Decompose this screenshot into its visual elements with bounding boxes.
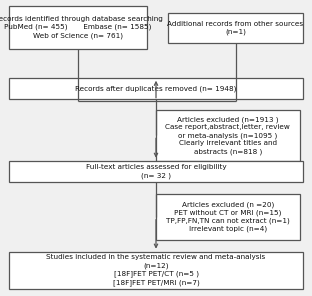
Bar — [156, 110, 300, 161]
Bar — [156, 194, 300, 240]
Text: Articles excluded (n =20)
PET without CT or MRI (n=15)
TP,FP,FN,TN can not extra: Articles excluded (n =20) PET without CT… — [166, 201, 290, 232]
Bar — [9, 6, 147, 49]
Bar — [9, 161, 303, 182]
Text: Records after duplicates removed (n= 1948): Records after duplicates removed (n= 194… — [75, 85, 237, 92]
Text: Articles excluded (n=1913 )
Case report,abstract,letter, review
or meta-analysis: Articles excluded (n=1913 ) Case report,… — [165, 116, 290, 155]
Text: Full-text articles assessed for eligibility
(n= 32 ): Full-text articles assessed for eligibil… — [86, 164, 226, 178]
Bar — [168, 13, 303, 43]
Bar — [9, 252, 303, 289]
Text: Additional records from other sources
(n=1): Additional records from other sources (n… — [168, 21, 304, 35]
Bar — [9, 78, 303, 99]
Text: Records identified through database searching
PubMed (n= 455)       Embase (n= 1: Records identified through database sear… — [0, 16, 163, 39]
Text: Studies included in the systematic review and meta-analysis
(n=12)
[18F]FET PET/: Studies included in the systematic revie… — [46, 255, 266, 286]
